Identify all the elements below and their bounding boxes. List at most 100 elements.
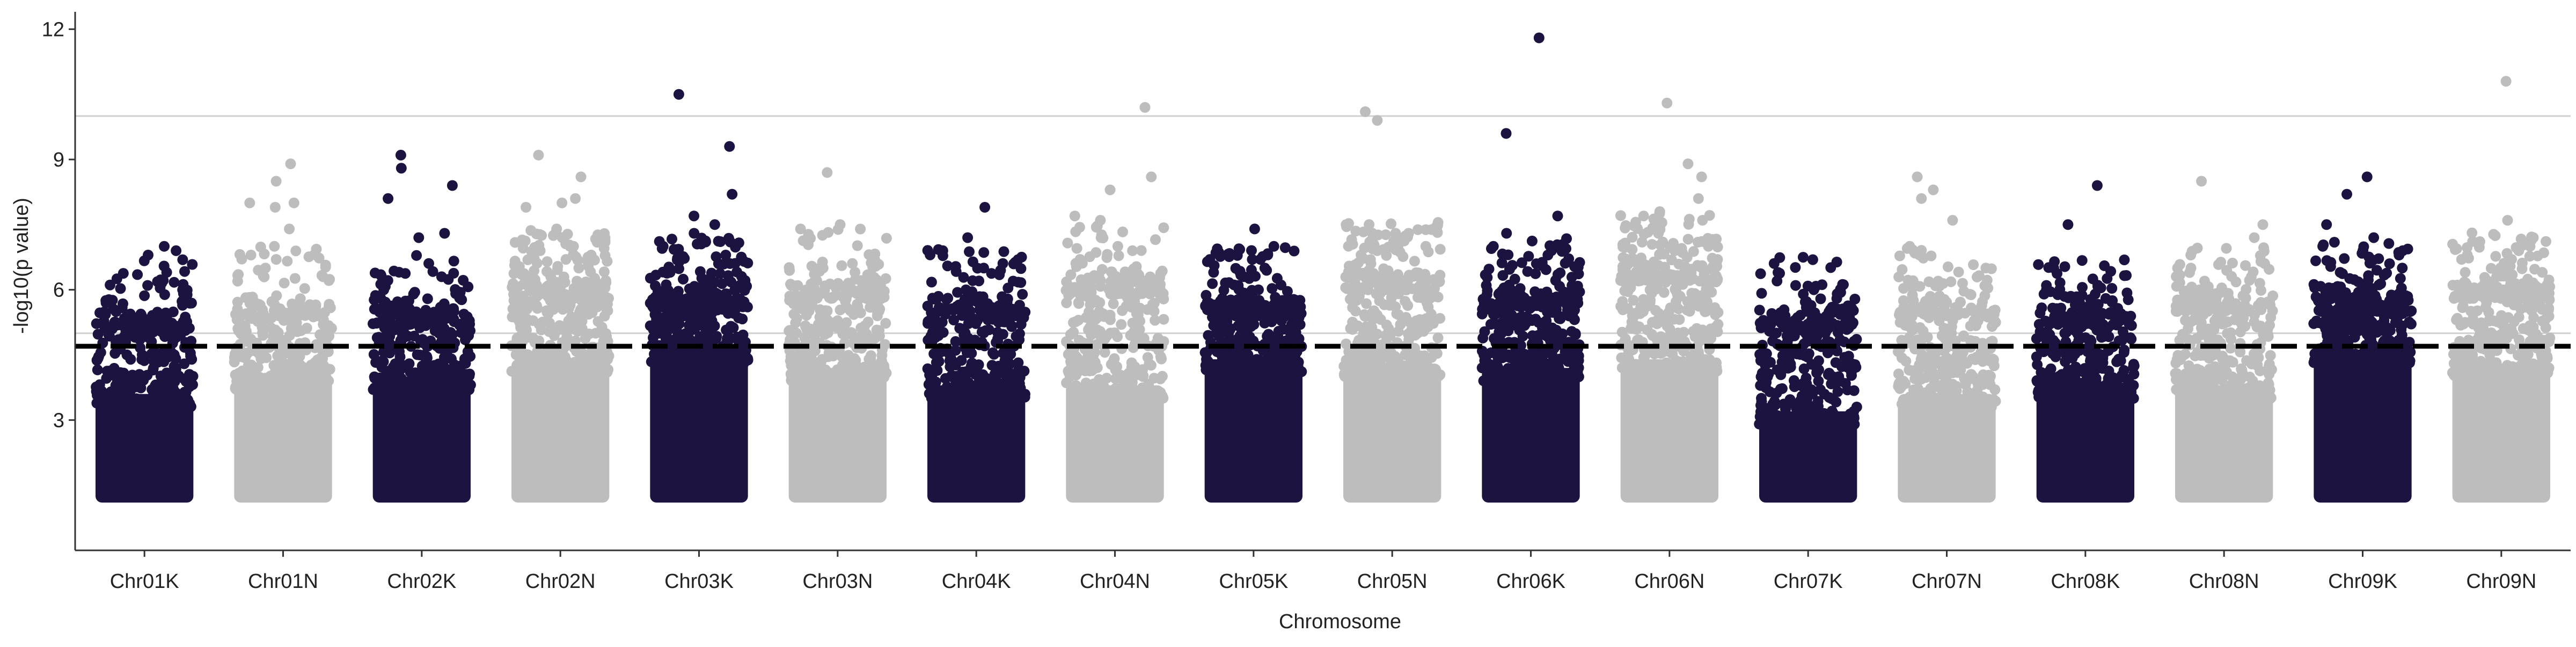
- snp-point: [462, 382, 472, 393]
- snp-point: [303, 372, 313, 382]
- snp-point: [1757, 288, 1767, 299]
- top-hit-point: [1827, 302, 1838, 312]
- snp-point: [731, 267, 742, 278]
- top-hit-point: [533, 150, 544, 161]
- snp-point: [1419, 361, 1430, 372]
- snp-point: [111, 306, 121, 317]
- snp-point: [1523, 351, 1534, 361]
- snp-point: [833, 322, 844, 333]
- top-hit-point: [1260, 263, 1270, 273]
- chromosome-chr03k: [645, 89, 753, 503]
- chromosome-chr07k: [1754, 252, 1862, 503]
- snp-point: [320, 262, 331, 273]
- snp-point: [1893, 368, 1904, 379]
- snp-point: [1905, 365, 1915, 376]
- top-hit-point: [244, 198, 255, 208]
- snp-point: [1574, 351, 1584, 361]
- snp-point: [1400, 350, 1410, 360]
- snp-point: [987, 347, 998, 358]
- snp-point: [1116, 319, 1126, 330]
- snp-point: [809, 268, 819, 279]
- snp-point: [571, 365, 582, 376]
- snp-point: [310, 300, 321, 310]
- snp-point: [958, 272, 969, 283]
- snp-point: [429, 375, 440, 386]
- top-hit-point: [1105, 185, 1116, 195]
- snp-point: [738, 330, 749, 340]
- snp-point: [1391, 283, 1401, 294]
- chromosome-chr02n: [506, 150, 614, 503]
- snp-point: [1712, 254, 1723, 265]
- snp-point: [1481, 280, 1492, 291]
- snp-point: [799, 303, 810, 314]
- top-hit-point: [143, 250, 153, 260]
- dense-points: [1482, 368, 1579, 503]
- top-hit-point: [720, 250, 731, 260]
- snp-point: [1128, 342, 1139, 353]
- snp-point: [1791, 403, 1802, 413]
- snp-point: [1684, 214, 1695, 224]
- snp-point: [420, 305, 431, 316]
- snp-point: [1108, 299, 1119, 309]
- snp-point: [866, 350, 876, 361]
- top-hit-point: [1682, 158, 1693, 169]
- top-hit-point: [260, 263, 271, 273]
- snp-point: [1706, 287, 1717, 297]
- snp-point: [1122, 391, 1132, 402]
- snp-point: [697, 315, 708, 325]
- snp-point: [1094, 377, 1104, 388]
- snp-point: [544, 326, 554, 337]
- snp-point: [792, 313, 802, 324]
- snp-point: [1838, 279, 1849, 290]
- top-hit-point: [1798, 289, 1809, 300]
- snp-point: [515, 318, 525, 329]
- top-hit-point: [1070, 210, 1080, 221]
- snp-point: [726, 277, 736, 287]
- chromosome-chr01n: [229, 158, 337, 503]
- snp-point: [1087, 347, 1097, 358]
- snp-point: [455, 291, 465, 302]
- snp-point: [1146, 360, 1157, 370]
- snp-point: [704, 328, 714, 338]
- snp-point: [1642, 324, 1653, 335]
- top-hit-point: [1113, 241, 1123, 252]
- chromosome-chr06k: [1477, 33, 1585, 503]
- snp-point: [1977, 338, 1988, 348]
- top-hit-point: [1356, 250, 1366, 260]
- snp-point: [422, 293, 433, 304]
- top-hit-point: [1488, 241, 1499, 252]
- snp-point: [419, 316, 430, 327]
- snp-point: [977, 326, 987, 337]
- snp-point: [1402, 300, 1413, 311]
- top-hit-point: [142, 280, 153, 291]
- snp-point: [1373, 359, 1384, 369]
- snp-point: [1827, 318, 1838, 329]
- snp-point: [1387, 359, 1397, 369]
- snp-point: [1950, 354, 1960, 365]
- top-hit-point: [439, 228, 450, 239]
- snp-point: [1846, 367, 1857, 378]
- snp-point: [815, 304, 825, 315]
- snp-point: [1485, 319, 1496, 330]
- top-hit-point: [1534, 33, 1545, 43]
- top-hit-point: [1127, 245, 1138, 256]
- snp-point: [1779, 399, 1789, 410]
- snp-point: [302, 323, 312, 333]
- top-hit-point: [1501, 228, 1512, 239]
- snp-point: [940, 373, 951, 384]
- snp-point: [1799, 364, 1810, 374]
- snp-point: [1897, 353, 1907, 364]
- top-hit-point: [576, 171, 587, 182]
- snp-point: [844, 359, 855, 369]
- snp-point: [1415, 351, 1425, 361]
- snp-point: [827, 293, 838, 303]
- top-hit-point: [1531, 258, 1542, 269]
- snp-point: [1694, 301, 1704, 311]
- snp-point: [588, 289, 599, 300]
- snp-point: [1149, 306, 1160, 317]
- snp-point: [1965, 321, 1976, 331]
- snp-point: [1661, 358, 1672, 368]
- snp-point: [1755, 268, 1766, 279]
- top-hit-point: [1391, 228, 1401, 239]
- snp-point: [985, 393, 996, 404]
